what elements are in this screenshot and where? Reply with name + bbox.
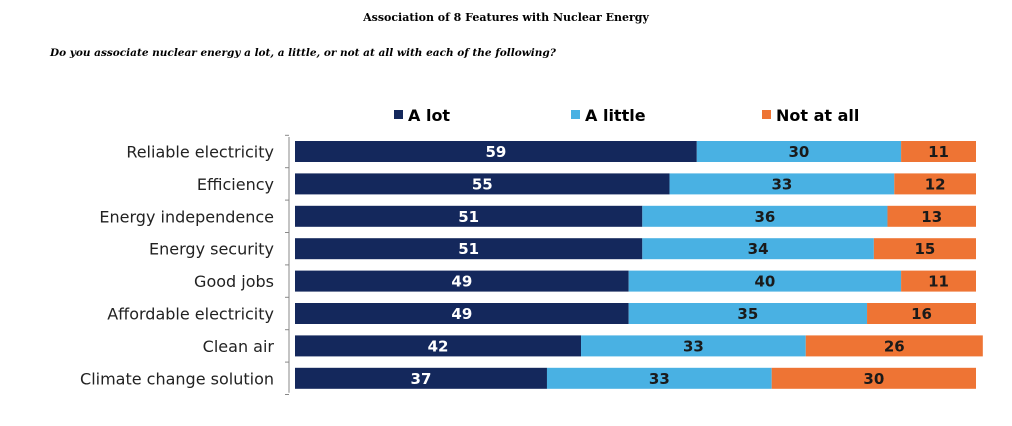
data-label-a-lot: 59 xyxy=(485,143,506,161)
bar-segment-a-little xyxy=(628,270,902,292)
bar-segment-not-at-all xyxy=(805,335,983,357)
data-label-a-little: 33 xyxy=(683,337,704,355)
data-label-not-at-all: 11 xyxy=(928,143,949,161)
data-label-not-at-all: 26 xyxy=(884,337,905,355)
bar-segment-not-at-all xyxy=(873,238,976,260)
legend-swatch-a-lot xyxy=(394,110,403,119)
bar-segment-a-lot xyxy=(295,335,582,357)
chart-title: Association of 8 Features with Nuclear E… xyxy=(363,11,649,24)
data-label-a-lot: 55 xyxy=(472,175,493,193)
data-label-a-lot: 51 xyxy=(458,240,479,258)
data-label-a-little: 33 xyxy=(649,370,670,388)
data-label-a-little: 33 xyxy=(771,175,792,193)
bar-segment-not-at-all xyxy=(887,205,976,227)
chart-subtitle: Do you associate nuclear energy a lot, a… xyxy=(50,47,556,59)
data-label-a-little: 36 xyxy=(754,208,775,226)
data-label-a-little: 34 xyxy=(748,240,769,258)
legend-swatch-not-at-all xyxy=(762,110,771,119)
bar-segment-a-little xyxy=(581,335,806,357)
bar-segment-a-lot xyxy=(295,141,697,162)
data-label-a-lot: 49 xyxy=(451,305,472,323)
data-label-not-at-all: 11 xyxy=(928,273,949,291)
bar-segment-a-lot xyxy=(295,303,629,324)
data-label-not-at-all: 16 xyxy=(911,305,932,323)
data-label-a-little: 40 xyxy=(754,273,775,291)
data-label-a-lot: 51 xyxy=(458,208,479,226)
category-label: Clean air xyxy=(203,337,275,356)
bar-segment-a-lot xyxy=(295,238,643,260)
data-label-not-at-all: 30 xyxy=(863,370,884,388)
data-label-not-at-all: 13 xyxy=(921,208,942,226)
category-label: Energy security xyxy=(149,240,274,259)
category-label: Climate change solution xyxy=(80,369,274,388)
category-label: Good jobs xyxy=(194,272,274,291)
bar-segment-a-lot xyxy=(295,270,629,292)
bar-segment-a-lot xyxy=(295,205,643,227)
data-label-not-at-all: 15 xyxy=(914,240,935,258)
data-label-a-lot: 42 xyxy=(428,337,449,355)
bar-segment-not-at-all xyxy=(901,270,976,292)
bar-segment-a-little xyxy=(628,303,868,324)
bar-segment-a-little xyxy=(642,238,874,260)
legend-label-not-at-all: Not at all xyxy=(776,106,859,125)
data-label-a-little: 35 xyxy=(737,305,758,323)
bar-segment-not-at-all xyxy=(901,141,976,162)
data-label-a-little: 30 xyxy=(789,143,810,161)
category-label: Energy independence xyxy=(99,207,274,226)
legend-swatch-a-little xyxy=(571,110,580,119)
category-label: Reliable electricity xyxy=(126,143,274,162)
bar-segment-a-little xyxy=(546,367,772,389)
legend-label-a-little: A little xyxy=(585,106,646,125)
bar-segment-a-little xyxy=(642,205,888,227)
category-label: Affordable electricity xyxy=(107,305,274,324)
bar-segment-a-lot xyxy=(295,173,670,195)
bar-segment-a-lot xyxy=(295,367,547,389)
legend-label-a-lot: A lot xyxy=(408,106,450,125)
data-label-a-lot: 37 xyxy=(411,370,432,388)
bar-segment-a-little xyxy=(696,141,902,162)
bar-segment-not-at-all xyxy=(867,303,976,324)
category-label: Efficiency xyxy=(197,175,274,194)
bar-segment-a-little xyxy=(669,173,895,195)
data-label-not-at-all: 12 xyxy=(925,175,946,193)
data-label-a-lot: 49 xyxy=(451,273,472,291)
bar-segment-not-at-all xyxy=(894,173,976,195)
bar-segment-not-at-all xyxy=(771,367,976,389)
